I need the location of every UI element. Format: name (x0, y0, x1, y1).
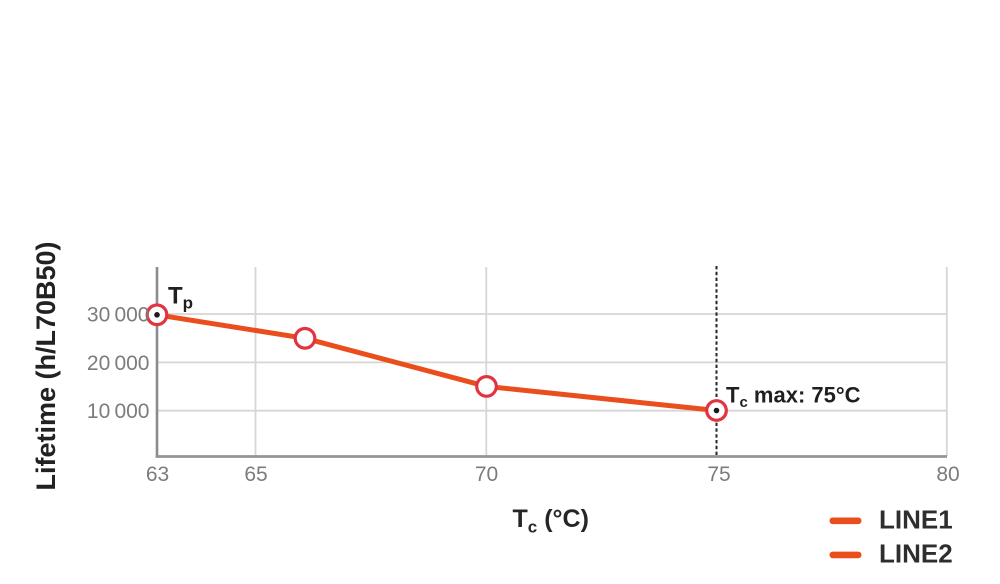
svg-text:30 000: 30 000 (87, 304, 150, 327)
svg-text:Tp: Tp (168, 283, 193, 313)
svg-text:70: 70 (475, 463, 498, 486)
svg-text:80: 80 (936, 463, 959, 486)
svg-text:10 000: 10 000 (87, 400, 150, 423)
svg-text:Tc (°C): Tc (°C) (513, 505, 589, 537)
svg-text:LINE1: LINE1 (879, 504, 953, 534)
svg-text:LINE2: LINE2 (879, 538, 953, 568)
svg-text:63: 63 (146, 463, 169, 486)
svg-text:20 000: 20 000 (87, 352, 150, 375)
svg-text:75: 75 (707, 463, 730, 486)
svg-text:Lifetime (h/L70B50): Lifetime (h/L70B50) (31, 241, 61, 490)
svg-text:65: 65 (244, 463, 267, 486)
svg-text:Tc max: 75°C: Tc max: 75°C (726, 383, 861, 412)
